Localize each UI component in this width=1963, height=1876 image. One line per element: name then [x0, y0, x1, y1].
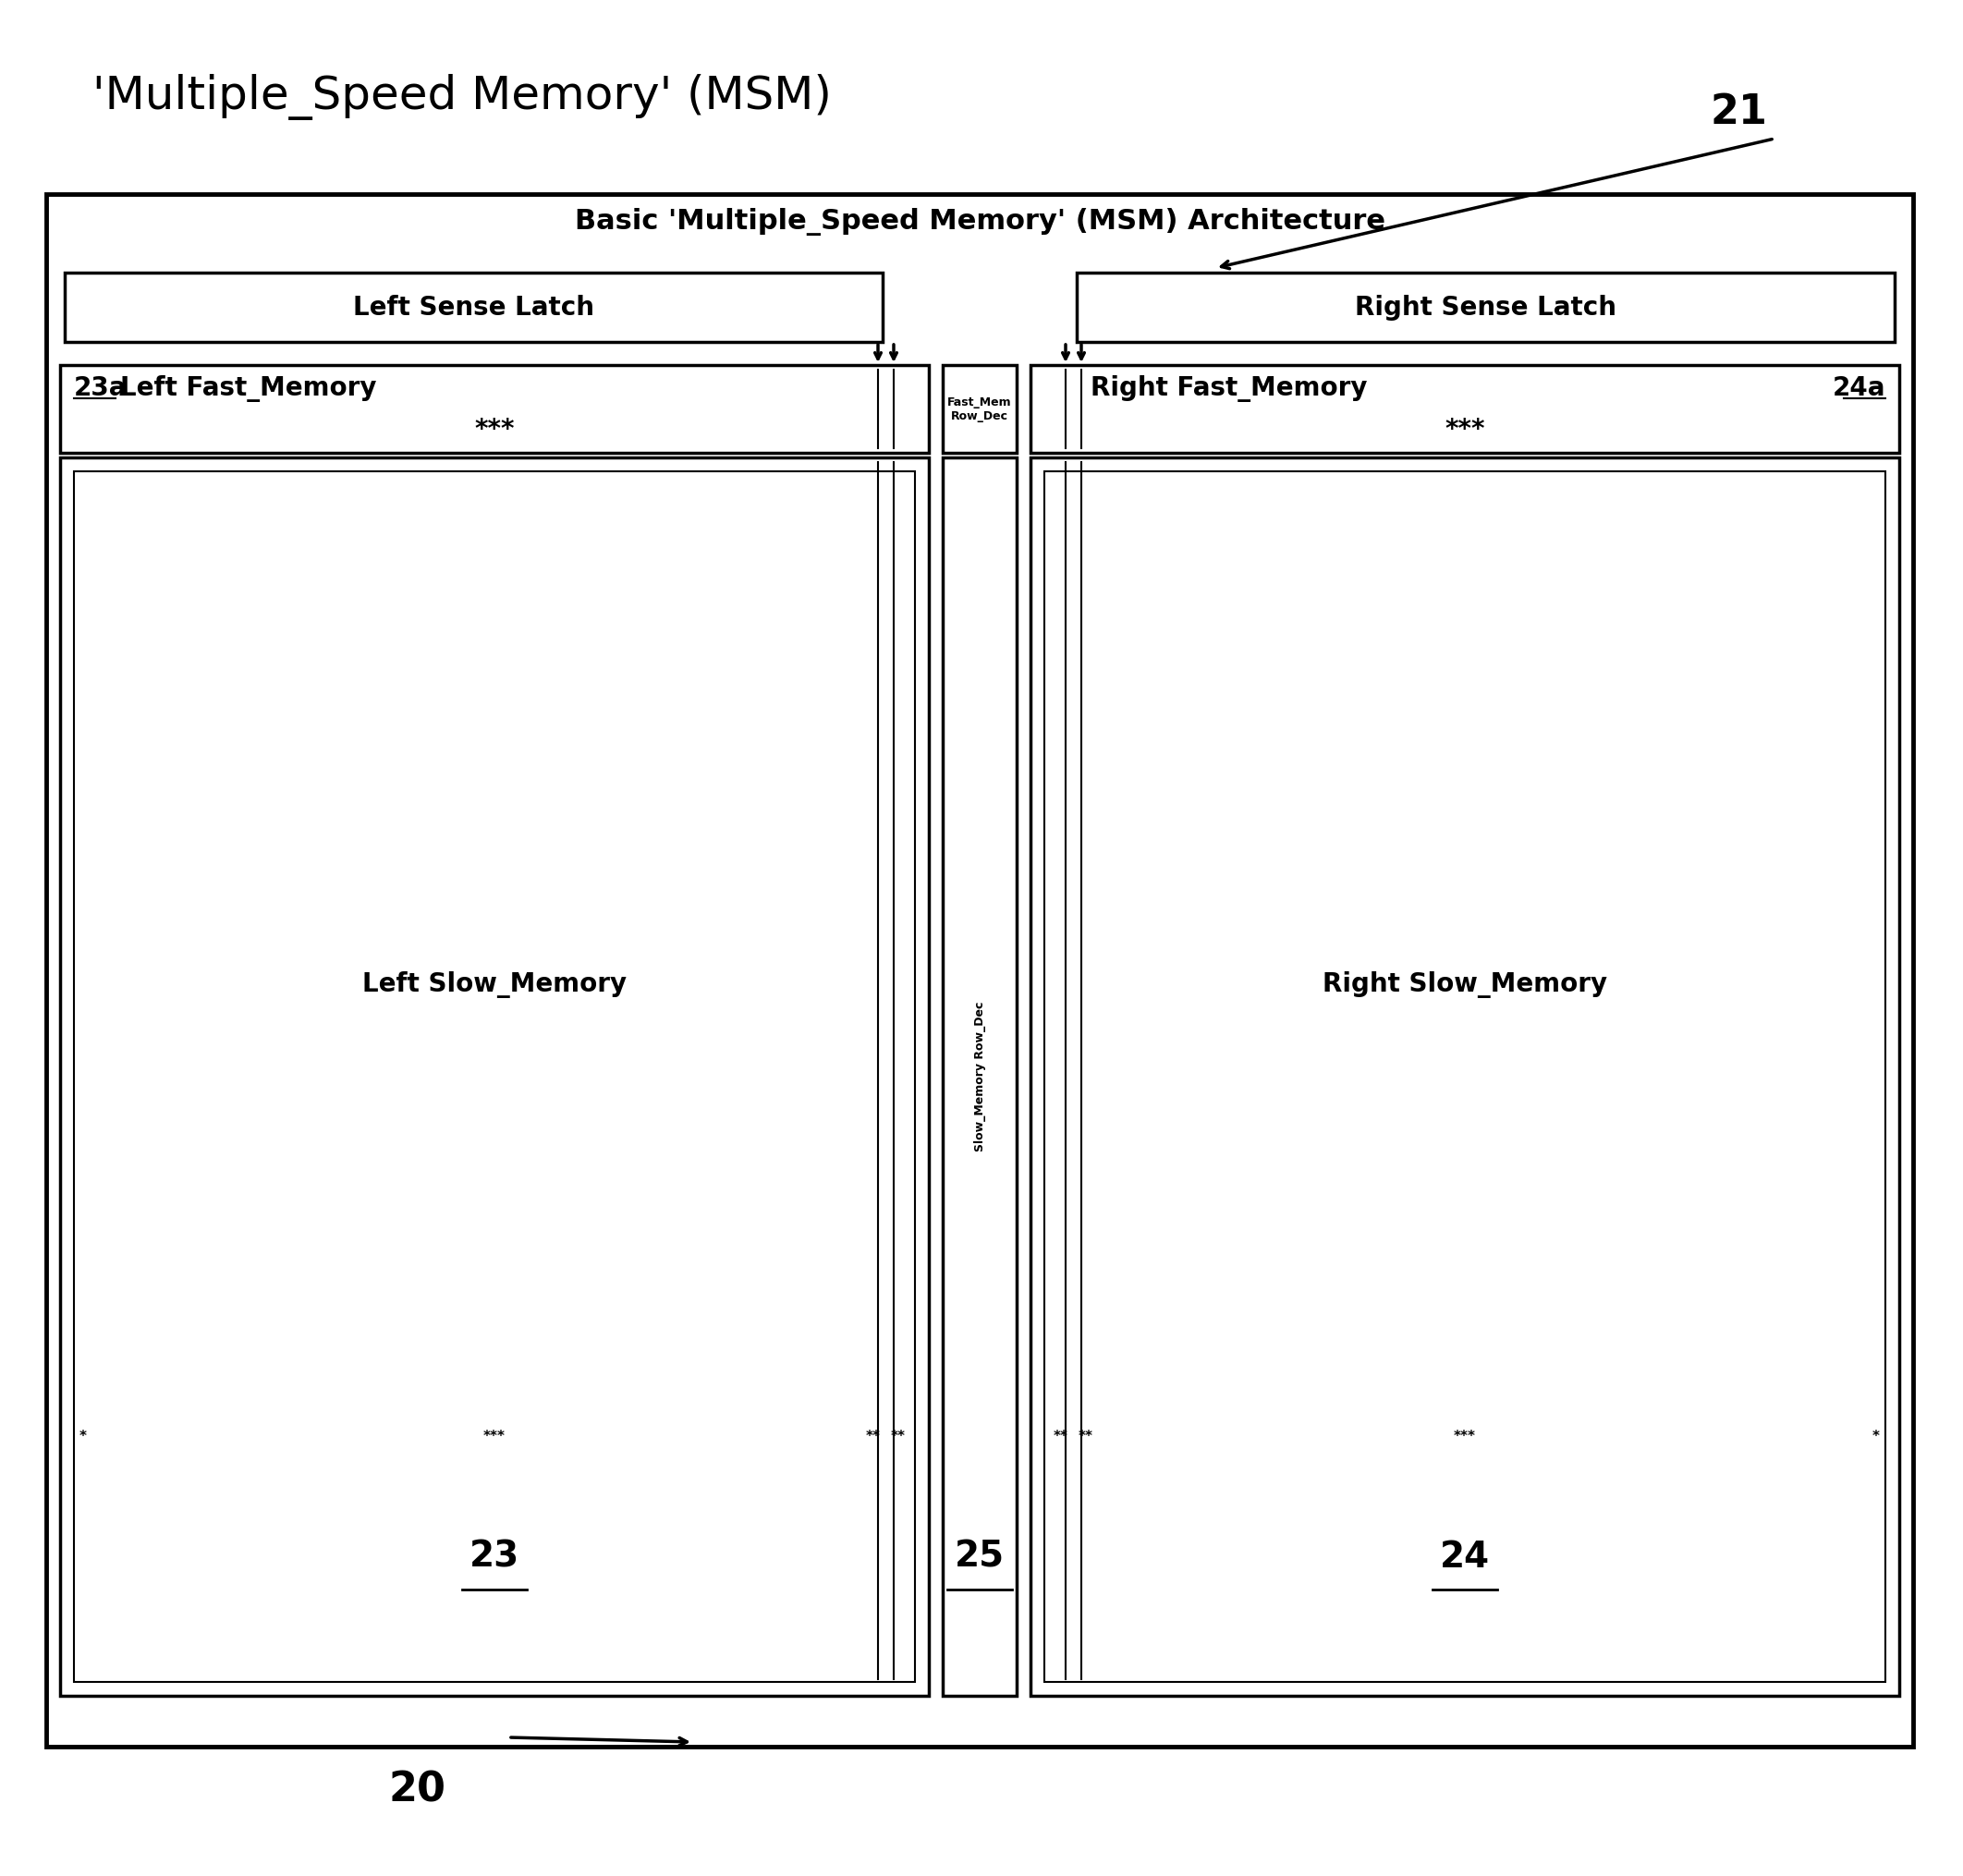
Text: 24: 24 [1439, 1540, 1490, 1574]
Text: 21: 21 [1710, 92, 1767, 131]
Text: Left Fast_Memory: Left Fast_Memory [120, 375, 377, 401]
Bar [47, 193, 1914, 1747]
Text: **: ** [1054, 1430, 1068, 1445]
Bar [942, 366, 1017, 452]
Text: 25: 25 [954, 1540, 1005, 1574]
Bar [1031, 458, 1900, 1696]
Bar [942, 458, 1017, 1696]
Text: ***: *** [1455, 1430, 1476, 1445]
Text: *: * [1873, 1430, 1881, 1445]
Text: Right Slow_Memory: Right Slow_Memory [1323, 970, 1608, 998]
Text: 23a: 23a [75, 375, 128, 401]
Text: **: ** [866, 1430, 881, 1445]
Text: 20: 20 [389, 1769, 446, 1810]
Text: ***: *** [475, 416, 514, 443]
Text: Slow_Memory Row_Dec: Slow_Memory Row_Dec [974, 1002, 985, 1152]
Text: **: ** [891, 1430, 905, 1445]
Bar [61, 458, 928, 1696]
Text: Fast_Mem
Row_Dec: Fast_Mem Row_Dec [948, 396, 1011, 422]
Text: 23: 23 [469, 1540, 520, 1574]
Bar [61, 366, 928, 452]
Text: Left Sense Latch: Left Sense Latch [353, 295, 595, 321]
Bar [1031, 366, 1900, 452]
Bar [75, 471, 915, 1683]
Bar [1044, 471, 1884, 1683]
Text: Right Fast_Memory: Right Fast_Memory [1091, 375, 1368, 401]
Text: Basic 'Multiple_Speed Memory' (MSM) Architecture: Basic 'Multiple_Speed Memory' (MSM) Arch… [575, 208, 1386, 236]
Text: Left Slow_Memory: Left Slow_Memory [363, 970, 626, 998]
Bar [1076, 272, 1894, 341]
Text: 'Multiple_Speed Memory' (MSM): 'Multiple_Speed Memory' (MSM) [92, 73, 832, 120]
Text: **: ** [1078, 1430, 1093, 1445]
Text: Right Sense Latch: Right Sense Latch [1354, 295, 1616, 321]
Text: ***: *** [1445, 416, 1484, 443]
Text: *: * [79, 1430, 86, 1445]
Text: ***: *** [483, 1430, 506, 1445]
Bar [65, 272, 883, 341]
Text: 24a: 24a [1831, 375, 1884, 401]
